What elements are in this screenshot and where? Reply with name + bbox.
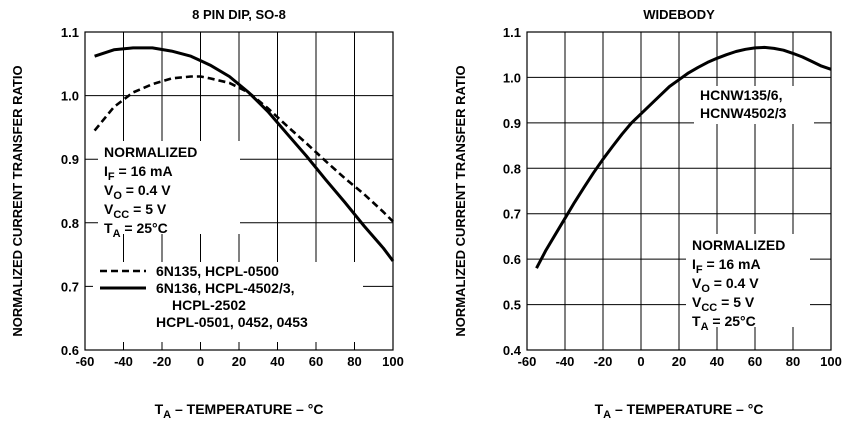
series-line-solid (94, 46, 395, 262)
x-tick-label: 100 (382, 354, 404, 369)
legend-label: HCPL-0501, 0452, 0453 (156, 314, 308, 330)
annotation-line: VO = 0.4 V (692, 275, 759, 295)
x-tick-label: 0 (637, 354, 644, 369)
y-tick-label: 0.6 (61, 343, 79, 358)
x-tick-label: -20 (594, 354, 613, 369)
x-tick-label: 100 (820, 354, 842, 369)
annotation-line: TA = 25°C (104, 220, 168, 240)
annotation-line: IF = 16 mA (104, 163, 173, 183)
y-tick-label: 0.7 (503, 207, 521, 222)
x-tick-label: 40 (710, 354, 724, 369)
y-tick-label: 0.8 (503, 161, 521, 176)
x-tick-label: -60 (76, 354, 95, 369)
y-tick-label: 1.0 (503, 70, 521, 85)
y-tick-label: 1.0 (61, 89, 79, 104)
y-tick-label: 0.9 (61, 152, 79, 167)
legend-label: 6N136, HCPL-4502/3, (156, 280, 295, 296)
y-tick-label: 0.7 (61, 279, 79, 294)
y-tick-label: 0.4 (503, 343, 522, 358)
y-axis-label: NORMALIZED CURRENT TRANSFER RATIO (10, 65, 25, 336)
series-label: HCNW4502/3 (700, 105, 787, 121)
x-tick-label: 60 (748, 354, 762, 369)
annotation-line: IF = 16 mA (692, 256, 761, 276)
annotation-line: VCC = 5 V (692, 294, 755, 314)
y-axis-label: NORMALIZED CURRENT TRANSFER RATIO (453, 65, 468, 336)
annotation-line: VCC = 5 V (104, 201, 167, 221)
x-tick-label: -60 (518, 354, 537, 369)
x-tick-label: 0 (197, 354, 204, 369)
series-line-dashed (93, 75, 394, 223)
y-tick-label: 1.1 (503, 25, 521, 40)
y-tick-label: 0.5 (503, 298, 521, 313)
x-tick-label: -20 (153, 354, 172, 369)
x-axis-label: TA – TEMPERATURE – °C (595, 401, 764, 421)
x-tick-label: -40 (114, 354, 133, 369)
x-tick-label: 80 (786, 354, 800, 369)
x-tick-label: 20 (672, 354, 686, 369)
annotation-background (98, 141, 240, 234)
y-tick-label: 0.8 (61, 216, 79, 231)
legend-label: 6N135, HCPL-0500 (156, 263, 279, 279)
legend-label: HCPL-2502 (172, 297, 246, 313)
legend-background (93, 262, 363, 342)
y-tick-label: 0.6 (503, 252, 521, 267)
annotation-background (686, 234, 810, 327)
x-tick-label: 40 (270, 354, 284, 369)
x-axis-label: TA – TEMPERATURE – °C (155, 401, 324, 421)
annotation-line: TA = 25°C (692, 313, 756, 333)
y-tick-label: 1.1 (61, 25, 79, 40)
annotation-line: VO = 0.4 V (104, 182, 171, 202)
series-line-solid (535, 45, 832, 269)
x-tick-label: 80 (347, 354, 361, 369)
chart-title: 8 PIN DIP, SO-8 (192, 7, 286, 22)
annotation-heading: NORMALIZED (692, 237, 785, 253)
y-tick-label: 0.9 (503, 116, 521, 131)
chart-title: WIDEBODY (643, 7, 715, 22)
x-tick-label: -40 (556, 354, 575, 369)
series-label-background (694, 86, 814, 124)
annotation-heading: NORMALIZED (104, 144, 197, 160)
series-label: HCNW135/6, (700, 87, 782, 103)
x-tick-label: 60 (309, 354, 323, 369)
x-tick-label: 20 (232, 354, 246, 369)
